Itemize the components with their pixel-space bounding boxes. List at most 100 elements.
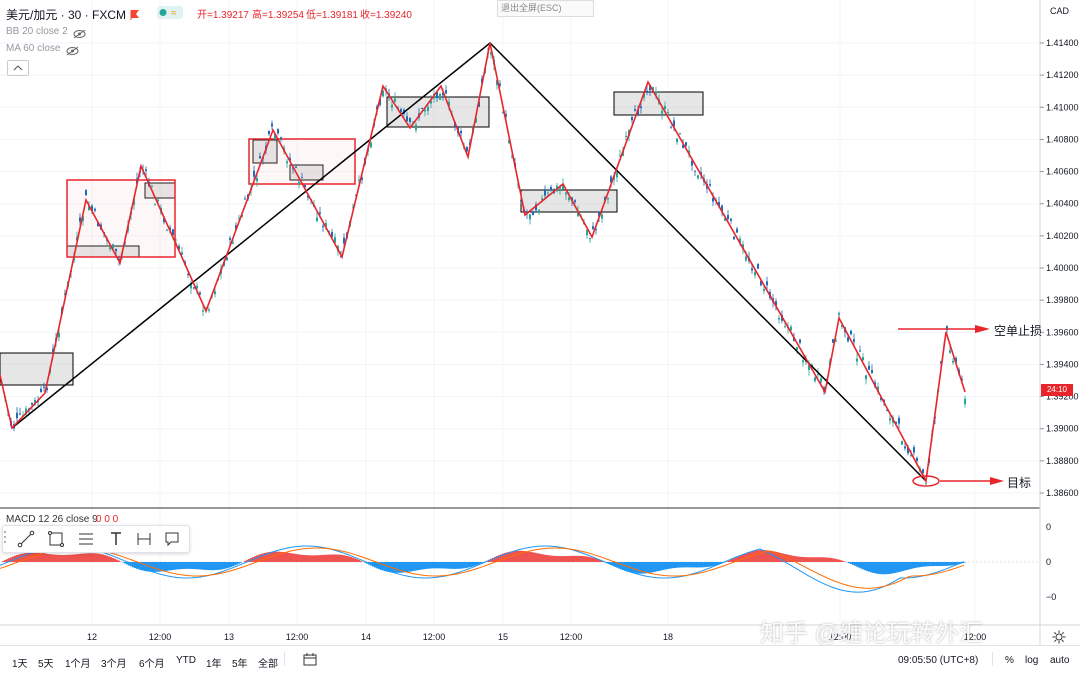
- candle-body: [670, 127, 672, 128]
- currency-label[interactable]: CAD: [1050, 6, 1069, 16]
- fib-tool-icon[interactable]: [73, 526, 99, 552]
- macd-bar: [44, 554, 46, 562]
- macd-bar: [868, 562, 870, 572]
- macd-bar: [458, 562, 460, 569]
- callout-tool-icon[interactable]: [159, 526, 185, 552]
- candle-body: [676, 138, 678, 142]
- macd-bar: [902, 562, 904, 571]
- macd-bar: [540, 554, 542, 562]
- macd-bar: [394, 562, 396, 573]
- percent-toggle[interactable]: %: [1005, 655, 1014, 666]
- macd-bar: [526, 551, 528, 562]
- candle-body: [778, 318, 780, 319]
- eye-icon[interactable]: [73, 26, 86, 44]
- range-1m[interactable]: 1个月: [65, 655, 91, 670]
- time-tick-label: 12:00: [149, 632, 172, 642]
- macd-bar: [110, 557, 112, 562]
- macd-bar: [166, 562, 168, 571]
- fullscreen-hint[interactable]: 退出全屏(ESC): [497, 0, 594, 17]
- macd-bar: [468, 562, 470, 567]
- macd-bar: [574, 556, 576, 562]
- text-tool-icon[interactable]: [103, 526, 129, 552]
- macd-bar: [922, 562, 924, 567]
- macd-bar: [556, 556, 558, 562]
- macd-bar: [46, 554, 48, 562]
- macd-bar: [214, 562, 216, 570]
- macd-bar: [124, 562, 126, 564]
- macd-bar: [656, 562, 658, 571]
- macd-bar: [646, 562, 648, 573]
- macd-bar: [330, 555, 332, 562]
- candle-body: [208, 309, 210, 310]
- macd-bar: [70, 555, 72, 562]
- macd-bar: [164, 562, 166, 571]
- auto-toggle[interactable]: auto: [1050, 655, 1069, 666]
- macd-bar: [810, 557, 812, 562]
- time-tick-label: 18: [663, 632, 673, 642]
- macd-bar: [438, 562, 440, 568]
- candle-body: [751, 268, 753, 270]
- measure-tool-icon[interactable]: [131, 526, 157, 552]
- eye-icon[interactable]: [66, 43, 79, 61]
- current-price-tag: 24:10: [1041, 384, 1073, 396]
- clock[interactable]: 09:05:50 (UTC+8): [898, 655, 978, 666]
- macd-bar: [684, 562, 686, 567]
- macd-bar: [570, 556, 572, 562]
- drawing-toolbar: [2, 525, 190, 553]
- macd-bar: [952, 562, 954, 565]
- flag-icon[interactable]: [130, 7, 140, 17]
- macd-bar: [538, 554, 540, 562]
- candle-body: [31, 403, 33, 405]
- macd-bar: [220, 562, 222, 570]
- macd-bar: [796, 556, 798, 562]
- date-range-icon[interactable]: [303, 653, 317, 671]
- status-badge[interactable]: ≈: [157, 6, 183, 19]
- macd-bar: [42, 553, 44, 562]
- candle-body: [667, 112, 669, 113]
- log-toggle[interactable]: log: [1025, 655, 1038, 666]
- macd-bar: [940, 562, 942, 566]
- macd-bar: [462, 562, 464, 568]
- candle-body: [145, 169, 147, 171]
- range-5d[interactable]: 5天: [38, 655, 54, 670]
- indicator-bb[interactable]: BB 20 close 2: [6, 26, 68, 37]
- macd-bar: [82, 554, 84, 562]
- range-5y[interactable]: 5年: [232, 655, 248, 670]
- trendline-tool-icon[interactable]: [13, 526, 39, 552]
- range-6m[interactable]: 6个月: [139, 655, 165, 670]
- macd-bar: [806, 557, 808, 562]
- macd-bar: [190, 562, 192, 569]
- macd-bar: [666, 562, 668, 569]
- candle-body: [154, 204, 156, 205]
- macd-bar: [198, 562, 200, 569]
- range-3m[interactable]: 3个月: [101, 655, 127, 670]
- macd-bar: [768, 550, 770, 562]
- candle-body: [16, 413, 18, 418]
- macd-bar: [170, 562, 172, 570]
- symbol-title[interactable]: 美元/加元 · 30 · FXCM: [6, 6, 126, 23]
- macd-bar: [876, 562, 878, 574]
- candle-body: [661, 111, 663, 114]
- range-1d[interactable]: 1天: [12, 655, 28, 670]
- range-ytd[interactable]: YTD: [176, 655, 196, 666]
- drag-handle-icon[interactable]: [3, 526, 11, 552]
- macd-bar: [154, 562, 156, 572]
- range-all[interactable]: 全部: [258, 655, 278, 670]
- rectangle-tool-icon[interactable]: [43, 526, 69, 552]
- macd-bar: [944, 562, 946, 566]
- range-1y[interactable]: 1年: [206, 655, 222, 670]
- price-tick-label: 1.39600: [1046, 327, 1079, 337]
- macd-label[interactable]: MACD 12 26 close 9: [6, 514, 98, 525]
- candle-body: [19, 414, 21, 415]
- macd-bar: [238, 562, 240, 564]
- indicator-ma[interactable]: MA 60 close: [6, 43, 60, 54]
- macd-bar: [818, 557, 820, 562]
- candle-body: [232, 242, 234, 243]
- macd-bar: [352, 558, 354, 562]
- macd-bar: [90, 553, 92, 562]
- macd-bar: [188, 562, 190, 569]
- collapse-button[interactable]: [7, 60, 29, 76]
- macd-bar: [298, 554, 300, 562]
- macd-bar: [822, 557, 824, 562]
